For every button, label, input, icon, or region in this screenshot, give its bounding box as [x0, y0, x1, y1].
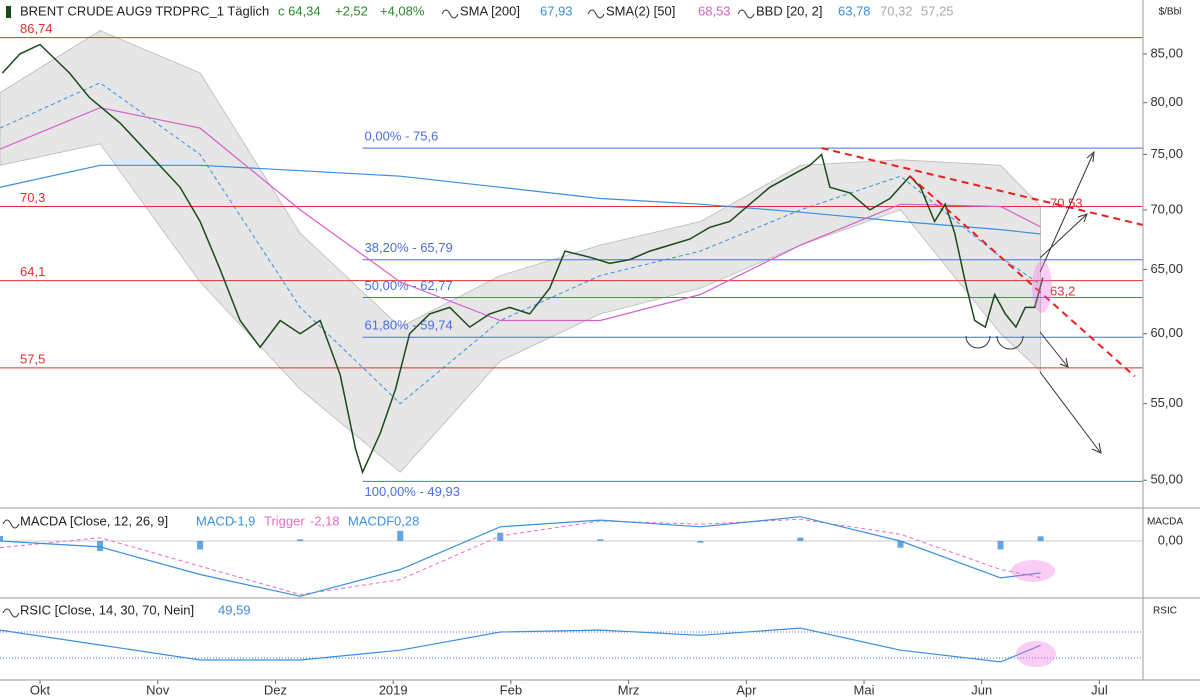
close-value: c 64,34	[278, 3, 321, 18]
y-tick-label: 60,00	[1150, 325, 1183, 340]
indicator-icon	[441, 9, 459, 19]
indicator-icon	[587, 9, 605, 19]
x-tick-label: 2019	[379, 682, 408, 697]
macd-histogram-bar	[597, 539, 604, 542]
legend-value: 63,78	[838, 3, 871, 18]
highlight	[1011, 560, 1055, 582]
y-tick-label: 0,00	[1158, 532, 1183, 547]
fib-label: 100,00% - 49,93	[365, 484, 460, 499]
fib-label: 38,20% - 65,79	[365, 240, 453, 255]
x-tick-label: Dez	[264, 682, 287, 697]
x-tick-label: Feb	[500, 682, 522, 697]
legend-value: 70,32	[880, 3, 913, 18]
macd-histogram-bar	[697, 541, 704, 543]
trigger-line	[0, 518, 1041, 596]
bollinger-band	[0, 30, 1041, 473]
legend-value: 68,53	[698, 3, 731, 18]
pattern-mark	[996, 335, 1024, 350]
arrow-head	[1091, 442, 1102, 454]
pane-title: RSIC [Close, 14, 30, 70, Nein]	[20, 602, 194, 617]
y-tick-label: 65,00	[1150, 261, 1183, 276]
macd-histogram-bar	[1037, 536, 1044, 542]
fib-label: 61,80% - 59,74	[365, 318, 453, 333]
level-label: 70,3	[20, 190, 45, 205]
pattern-mark	[965, 335, 991, 349]
x-tick-label: Mrz	[618, 682, 640, 697]
level-label: 86,74	[20, 21, 53, 36]
sma-line	[0, 107, 1041, 322]
bollinger-mid	[0, 82, 1041, 405]
arrow	[1039, 371, 1101, 453]
highlight	[1032, 261, 1052, 313]
fib-label: 0,00% - 75,6	[365, 129, 439, 144]
arrow	[1039, 331, 1068, 367]
legend-value: 67,93	[540, 3, 573, 18]
legend-entry: BBD [20, 2]	[756, 3, 822, 18]
macd-histogram-bar	[997, 541, 1004, 550]
legend-entry: SMA [200]	[460, 3, 520, 18]
indicator-icon	[2, 519, 20, 529]
y-tick-label: 70,00	[1150, 201, 1183, 216]
macd-histogram-bar	[97, 541, 104, 552]
y-tick-label: 50,00	[1150, 472, 1183, 487]
x-tick-label: Apr	[736, 682, 757, 697]
sma-line	[0, 164, 1041, 235]
chart-title: BRENT CRUDE AUG9 TRDPRC_1 Täglich	[20, 3, 269, 18]
y-tick-label: 85,00	[1150, 45, 1183, 60]
change-value: +2,52	[335, 3, 368, 18]
macd-histogram-bar	[0, 535, 3, 542]
annotation-label: 63,2	[1050, 283, 1075, 298]
candle-icon	[6, 6, 11, 18]
legend-value: -1,9	[233, 513, 255, 528]
x-tick-label: Nov	[146, 682, 170, 697]
annotation-label: 70,53	[1050, 195, 1083, 210]
macd-histogram-bar	[897, 541, 904, 548]
trendline	[909, 175, 1136, 378]
rsi-line	[0, 627, 1041, 663]
legend-value: 0,28	[394, 513, 419, 528]
arrow	[1039, 153, 1094, 273]
arrow-head	[1059, 357, 1069, 368]
y-unit: $/Bbl	[1159, 7, 1182, 18]
annotation-arrows	[965, 150, 1102, 454]
macd-histogram-bar	[197, 541, 204, 550]
legend-value: -2,18	[310, 513, 340, 528]
legend-entry: MACDF	[348, 513, 394, 528]
macd-histogram-bar	[297, 539, 304, 542]
macd-histogram-bar	[497, 532, 504, 542]
level-label: 64,1	[20, 264, 45, 279]
arrow-head	[1077, 213, 1088, 223]
arrow-head	[1086, 150, 1095, 163]
x-tick-label: Jul	[1091, 682, 1108, 697]
indicator-icon	[737, 9, 755, 19]
highlight	[1016, 641, 1056, 667]
change-pct: +4,08%	[380, 3, 425, 18]
x-tick-label: Jun	[971, 682, 992, 697]
legend-entry: Trigger	[264, 513, 305, 528]
x-tick-label: Mai	[854, 682, 875, 697]
x-tick-label: Okt	[30, 682, 51, 697]
macd-line	[0, 516, 1041, 597]
y-tick-label: 75,00	[1150, 146, 1183, 161]
level-label: 57,5	[20, 351, 45, 366]
legend-entry: SMA(2) [50]	[606, 3, 675, 18]
pane-title: MACDA [Close, 12, 26, 9]	[20, 513, 168, 528]
macd-histogram-bar	[397, 530, 404, 542]
legend-value: 57,25	[921, 3, 954, 18]
legend-value: 49,59	[218, 602, 251, 617]
legend-entry: MACD	[196, 513, 234, 528]
y-tick-label: 55,00	[1150, 395, 1183, 410]
pane-axis-label: RSIC	[1153, 606, 1177, 617]
arrow	[1039, 214, 1087, 259]
pane-axis-label: MACDA	[1147, 517, 1183, 528]
plot-area: 86,74 70,3 64,1 57,5 0,00% - 75,6 38,20% - 65…	[0, 21, 1183, 697]
y-tick-label: 80,00	[1150, 94, 1183, 109]
macd-histogram-bar	[797, 537, 804, 542]
indicator-icon	[2, 608, 20, 618]
